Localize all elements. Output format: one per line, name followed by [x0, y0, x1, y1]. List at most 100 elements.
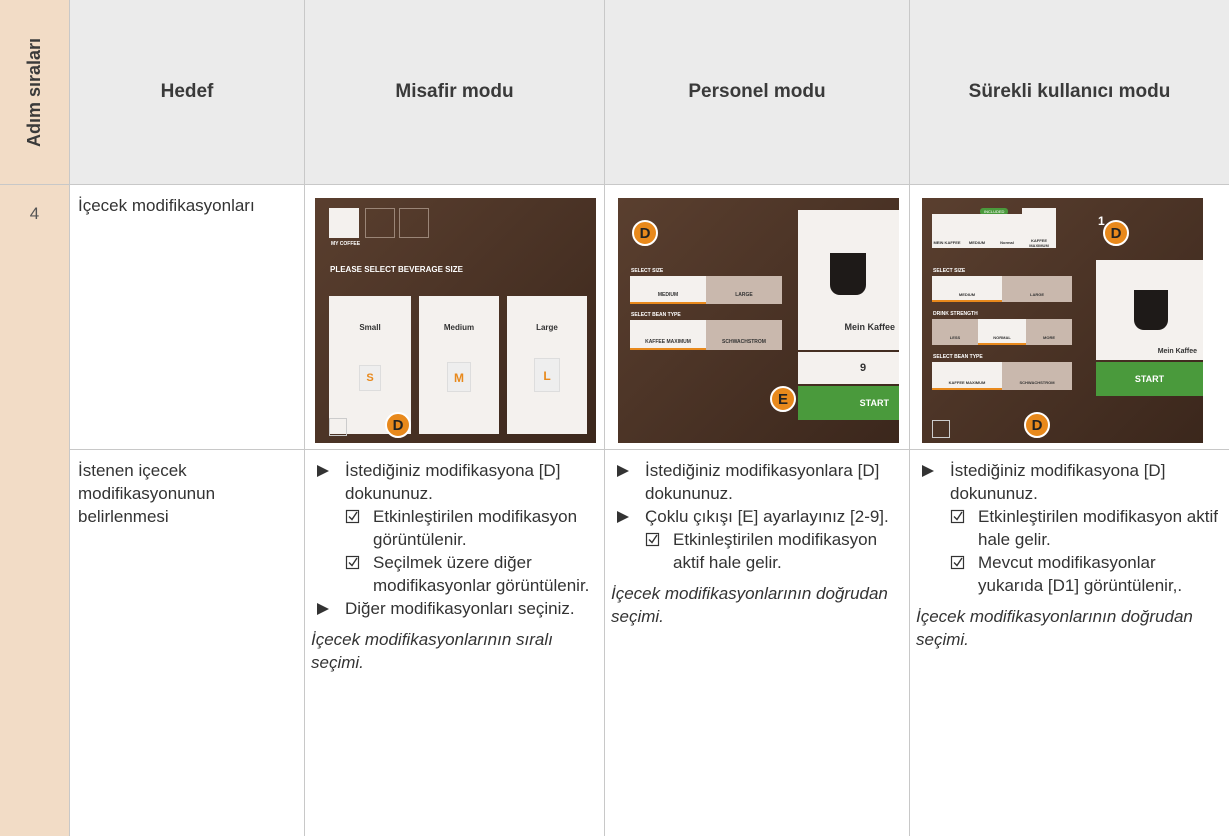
option — [630, 320, 706, 350]
header-cell: Hedef — [70, 0, 305, 185]
instruction-cell: İstediğiniz modifikasyonlara [D] dokunun… — [605, 450, 910, 836]
option — [1026, 319, 1072, 345]
selection-bar — [978, 343, 1026, 345]
cup: S — [359, 365, 381, 391]
header-text: Sürekli kullanıcı modu — [968, 81, 1171, 102]
tile — [962, 214, 992, 248]
selection-bar — [630, 302, 706, 304]
marker: D — [632, 220, 658, 246]
goal-text: İçecek modifikasyonları — [78, 196, 255, 215]
goal-cell: İçecek modifikasyonları — [70, 185, 305, 450]
tile — [365, 208, 395, 238]
label: SELECT BEAN TYPE — [933, 354, 983, 360]
screenshot: INCLUDED MEIN KAFFEE MEDIUM Normal KAFFE… — [922, 198, 1203, 443]
counter — [798, 352, 899, 384]
header-cell: Sürekli kullanıcı modu — [910, 0, 1229, 185]
label: SCHWACHSTROM — [722, 339, 766, 345]
check-bullet — [950, 555, 965, 570]
marker: D — [385, 412, 411, 438]
label: MEDIUM — [968, 240, 986, 245]
label: 1 — [1098, 214, 1105, 228]
result-item: Etkinleştirilen modifikasyon görüntüleni… — [311, 505, 598, 551]
image-cell — [910, 185, 1229, 450]
label: KAFFEE MAXIMUM — [645, 339, 691, 345]
label: Normal — [1000, 240, 1014, 245]
result-item: Mevcut modifikasyonlar yukarıda [D1] gör… — [916, 551, 1223, 597]
option — [932, 319, 978, 345]
action-item: Çoklu çıkışı [E] ayarlayınız [2-9]. — [611, 505, 903, 528]
header-text: Misafir modu — [395, 81, 514, 102]
result-text: Mevcut modifikasyonlar yukarıda [D1] gör… — [978, 553, 1183, 595]
action-item: İstediğiniz modifikasyona [D] dokununuz. — [311, 459, 598, 505]
result-text: Seçilmek üzere diğer modifikasyonlar gör… — [373, 553, 590, 595]
action-text: Diğer modifikasyonları seçiniz. — [345, 599, 575, 618]
check-bullet — [950, 509, 965, 524]
note: İçecek modifikasyonlarının doğrudan seçi… — [611, 584, 888, 626]
marker: D — [1103, 220, 1129, 246]
action-text: İstediğiniz modifikasyona [D] dokununuz. — [345, 461, 561, 503]
label: MEDIUM — [657, 292, 679, 298]
result-text: Etkinleştirilen modifikasyon görüntüleni… — [373, 507, 578, 549]
header-cell: Adım sıraları — [0, 0, 70, 185]
label: MORE — [1043, 335, 1055, 340]
option — [1002, 362, 1072, 390]
action-item: İstediğiniz modifikasyona [D] dokununuz. — [916, 459, 1223, 505]
arrow-bullet — [922, 465, 934, 477]
label: 9 — [859, 362, 867, 374]
tile — [1022, 208, 1056, 248]
instruction-cell: İstediğiniz modifikasyona [D] dokununuz.… — [910, 450, 1229, 836]
label: Medium — [443, 323, 475, 332]
action-text: İstediğiniz modifikasyonlara [D] dokunun… — [645, 461, 880, 503]
option — [630, 276, 706, 304]
back-button — [329, 418, 347, 436]
check-bullet — [345, 555, 360, 570]
label: LESS — [949, 335, 961, 340]
check-bullet — [345, 509, 360, 524]
action-text: İstediğiniz modifikasyona [D] dokununuz. — [950, 461, 1166, 503]
tile — [399, 208, 429, 238]
header-text: Adım sıraları — [24, 37, 45, 147]
header-text: Hedef — [160, 81, 214, 102]
label: PLEASE SELECT BEVERAGE SIZE — [330, 265, 463, 274]
cup — [1134, 290, 1168, 330]
image-cell — [605, 185, 910, 450]
label: SELECT BEAN TYPE — [631, 312, 681, 318]
marker: E — [770, 386, 796, 412]
screenshot: MY COFFEE PLEASE SELECT BEVERAGE SIZE Sm… — [315, 198, 596, 443]
image-cell — [305, 185, 605, 450]
label: Mein Kaffee — [1157, 348, 1197, 355]
label: Small — [359, 323, 381, 332]
result-item: Etkinleştirilen modifikasyon aktif hale … — [611, 528, 903, 574]
option — [978, 319, 1026, 345]
tag: INCLUDED — [980, 208, 1009, 215]
action-text: Çoklu çıkışı [E] ayarlayınız [2-9]. — [645, 507, 889, 526]
check-bullet — [645, 532, 660, 547]
result-text: Etkinleştirilen modifikasyon aktif hale … — [978, 507, 1218, 549]
start-button: START — [1096, 362, 1203, 396]
selection-bar — [932, 300, 1002, 302]
header-cell: Personel modu — [605, 0, 910, 185]
label: SELECT SIZE — [933, 268, 966, 274]
header-text: Personel modu — [688, 81, 826, 102]
result-item: Seçilmek üzere diğer modifikasyonlar gör… — [311, 551, 598, 597]
start-button: START — [798, 386, 899, 420]
screenshot: D SELECT SIZE MEDIUM LARGE SELECT BEAN T… — [618, 198, 899, 443]
goal-cell: İstenen içecek modifikasyonunun belirlen… — [70, 450, 305, 836]
label: LARGE — [1030, 292, 1044, 297]
label: DRINK STRENGTH — [933, 311, 978, 317]
tile — [992, 214, 1022, 248]
option — [932, 362, 1002, 390]
arrow-bullet — [617, 511, 629, 523]
label: SCHWACHSTROM — [1019, 380, 1055, 385]
label: MEIN KAFFEE — [933, 240, 961, 245]
option — [706, 276, 782, 304]
goal-text: İstenen içecek modifikasyonunun belirlen… — [78, 461, 216, 526]
option — [1002, 276, 1072, 302]
label: Mein Kaffee — [844, 322, 895, 332]
selection-bar — [932, 388, 1002, 390]
arrow-bullet — [617, 465, 629, 477]
step-number: 4 — [29, 204, 40, 223]
action-item: Diğer modifikasyonları seçiniz. — [311, 597, 598, 620]
header-cell: Misafir modu — [305, 0, 605, 185]
